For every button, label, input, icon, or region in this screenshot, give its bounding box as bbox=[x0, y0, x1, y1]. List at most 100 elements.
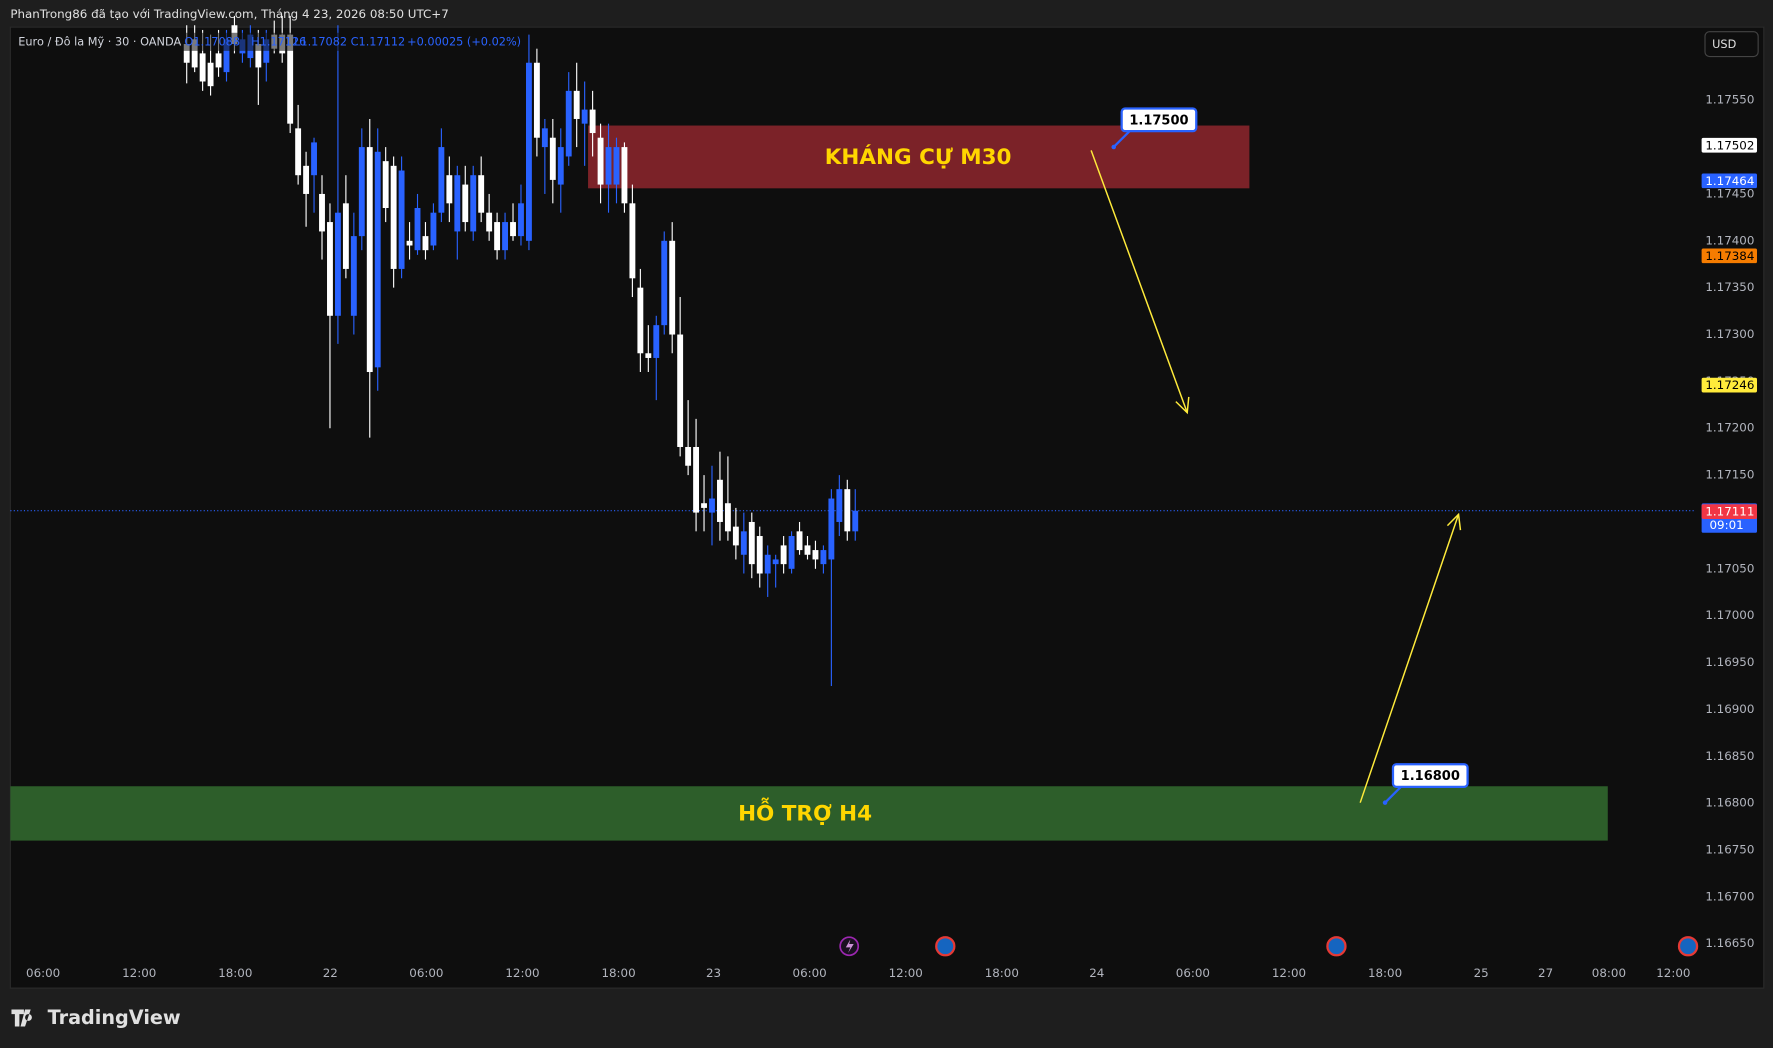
candle-body bbox=[374, 151, 381, 368]
header-caption: PhanTrong86 đã tạo với TradingView.com, … bbox=[10, 7, 448, 21]
candle-body bbox=[693, 446, 700, 513]
candle-body bbox=[199, 53, 206, 82]
x-tick-label: 12:00 bbox=[1656, 966, 1690, 980]
candle-body bbox=[852, 510, 859, 532]
event-icon[interactable] bbox=[1326, 936, 1347, 957]
y-tick-label: 1.16950 bbox=[1705, 655, 1754, 669]
candle-body bbox=[191, 39, 198, 68]
zone-label: HỖ TRỢ H4 bbox=[738, 798, 872, 827]
candle-body bbox=[470, 175, 477, 232]
price-badge-label: 1.17111 bbox=[1705, 505, 1754, 519]
candle-body bbox=[573, 90, 580, 119]
arrow bbox=[1359, 514, 1460, 803]
candle-body bbox=[685, 446, 692, 466]
x-tick-label: 08:00 bbox=[1592, 966, 1626, 980]
candle-body bbox=[836, 489, 843, 522]
price-badge-label: 1.17384 bbox=[1705, 249, 1754, 263]
x-tick-label: 12:00 bbox=[1272, 966, 1306, 980]
event-icon[interactable] bbox=[1677, 936, 1699, 957]
candle-body bbox=[422, 236, 429, 251]
currency-label: USD bbox=[1712, 38, 1736, 51]
y-tick-label: 1.16650 bbox=[1705, 936, 1754, 950]
legend: Euro / Đô la Mỹ · 30 · OANDA O1.17088 H1.1… bbox=[13, 32, 521, 51]
candle-body bbox=[589, 109, 596, 134]
candle-body bbox=[390, 165, 397, 269]
x-tick-label: 18:00 bbox=[601, 966, 635, 980]
price-tag-label: 1.16800 bbox=[1401, 769, 1460, 784]
candle-body bbox=[350, 236, 357, 316]
price-badge bbox=[1701, 504, 1758, 520]
candle-body bbox=[255, 44, 262, 68]
candle-body bbox=[319, 193, 325, 232]
candle-body bbox=[358, 147, 365, 237]
candle-body bbox=[661, 240, 668, 326]
candle-body bbox=[366, 147, 373, 373]
y-tick-label: 1.17300 bbox=[1705, 327, 1754, 341]
candle-body bbox=[406, 240, 413, 246]
zone bbox=[10, 786, 1608, 841]
legend-symbol: Euro / Đô la Mỹ · 30 · OANDA bbox=[18, 35, 181, 48]
candle-body bbox=[828, 498, 835, 560]
events bbox=[839, 936, 1699, 957]
candle-body bbox=[740, 531, 747, 555]
price-tag-pointer bbox=[1384, 786, 1402, 804]
candle-body bbox=[502, 222, 508, 251]
x-tick-label: 12:00 bbox=[122, 966, 156, 980]
candle-body bbox=[462, 184, 469, 223]
y-tick-label: 1.17550 bbox=[1705, 93, 1754, 107]
arrow bbox=[1090, 150, 1188, 413]
price-tag-anchor bbox=[1382, 800, 1388, 805]
brand-logo bbox=[11, 1009, 32, 1027]
candle-body bbox=[605, 147, 612, 185]
y-tick-label: 1.17000 bbox=[1705, 608, 1754, 622]
price-badge-label: 1.17246 bbox=[1705, 378, 1754, 392]
candle-body bbox=[183, 44, 190, 63]
event-glyph bbox=[845, 939, 854, 954]
candle-body bbox=[518, 203, 524, 237]
candle-body bbox=[446, 175, 453, 204]
y-tick-label: 1.17350 bbox=[1705, 280, 1754, 294]
candle-body bbox=[717, 479, 723, 522]
candle-body bbox=[796, 531, 803, 551]
candle-body bbox=[780, 545, 787, 565]
price-tag-box bbox=[1120, 107, 1198, 133]
candle-body bbox=[414, 208, 421, 251]
candle-body bbox=[788, 536, 795, 569]
candle-body bbox=[748, 521, 755, 565]
price-badge bbox=[1701, 137, 1758, 153]
price-badge-label: 1.17502 bbox=[1705, 138, 1754, 152]
currency-button[interactable] bbox=[1704, 31, 1759, 58]
candle-body bbox=[565, 90, 572, 157]
y-tick-label: 1.17200 bbox=[1705, 421, 1754, 435]
legend-item: H1.17126 bbox=[251, 35, 306, 48]
candle-body bbox=[541, 128, 548, 148]
candle-body bbox=[438, 147, 445, 213]
brand: TradingView bbox=[11, 1006, 181, 1029]
candle-body bbox=[525, 62, 532, 241]
x-tick-label: 27 bbox=[1538, 966, 1553, 980]
y-tick-label: 1.17450 bbox=[1705, 186, 1754, 200]
candle-body bbox=[844, 489, 851, 532]
candle-body bbox=[669, 240, 676, 335]
candle-body bbox=[653, 325, 660, 358]
x-tick-label: 24 bbox=[1089, 966, 1104, 980]
candle-body bbox=[486, 212, 493, 232]
candle-body bbox=[327, 222, 333, 316]
candle-body bbox=[533, 62, 540, 138]
event-icon[interactable] bbox=[935, 936, 956, 957]
candle-body bbox=[342, 203, 349, 269]
candle-body bbox=[215, 53, 222, 68]
legend-item: +0.00025 (+0.02%) bbox=[407, 35, 521, 48]
price-badge-label: 1.17464 bbox=[1705, 174, 1754, 188]
x-tick-label: 22 bbox=[323, 966, 338, 980]
candle-body bbox=[804, 545, 811, 555]
zone bbox=[588, 125, 1250, 189]
candle-body bbox=[295, 128, 302, 176]
y-tick-label: 1.16850 bbox=[1705, 749, 1754, 763]
candle-body bbox=[334, 212, 341, 316]
candle-body bbox=[812, 550, 819, 560]
x-tick-label: 12:00 bbox=[505, 966, 539, 980]
y-tick-label: 1.16750 bbox=[1705, 842, 1754, 856]
x-tick-label: 18:00 bbox=[218, 966, 252, 980]
